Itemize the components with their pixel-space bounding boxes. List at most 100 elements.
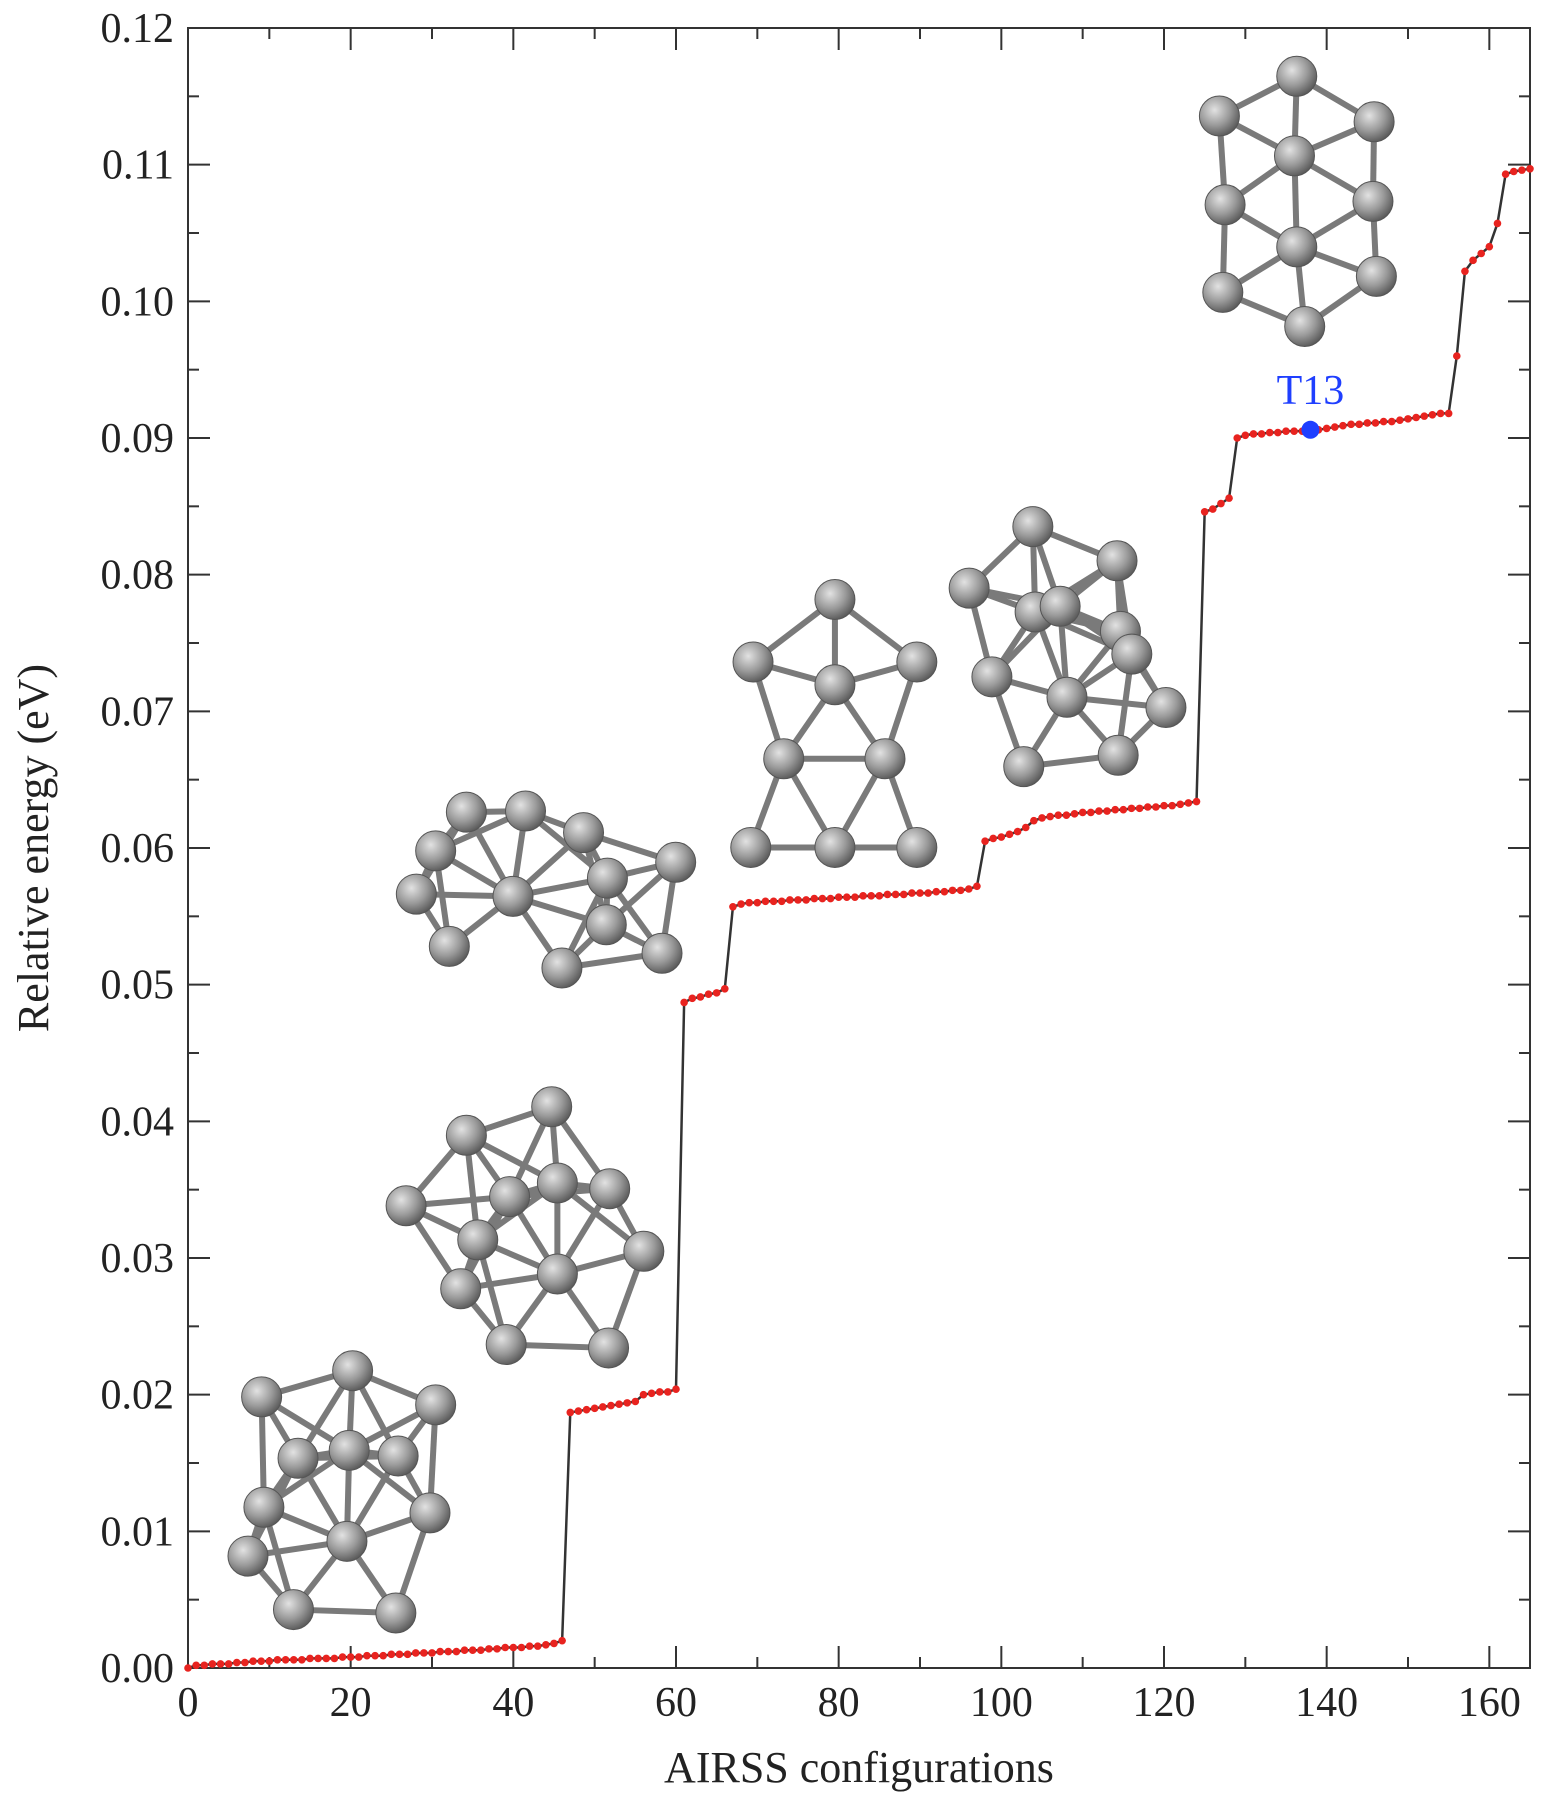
atom: [328, 1429, 370, 1471]
data-point: [1030, 816, 1038, 825]
data-point: [249, 1657, 257, 1665]
data-point: [1428, 410, 1437, 419]
atom: [623, 1230, 665, 1272]
data-point: [533, 1642, 542, 1650]
atom: [428, 925, 470, 967]
atom: [1046, 676, 1088, 718]
cluster: [227, 1350, 457, 1634]
data-point: [403, 1650, 412, 1659]
data-point: [843, 893, 851, 901]
atom: [948, 567, 990, 609]
data-point: [1469, 256, 1477, 265]
data-point: [1322, 424, 1331, 433]
data-point: [802, 896, 810, 904]
data-point: [965, 885, 973, 893]
data-point: [1363, 419, 1372, 427]
atom: [1097, 734, 1139, 776]
data-point: [908, 889, 916, 897]
x-tick-label: 80: [818, 1680, 860, 1726]
y-tick-label: 0.05: [101, 963, 175, 1009]
data-point: [1387, 417, 1396, 426]
data-point: [200, 1661, 209, 1670]
data-point: [1217, 499, 1225, 508]
data-point: [1282, 427, 1290, 435]
data-point: [1412, 413, 1420, 422]
data-point: [1379, 417, 1388, 426]
data-point: [1127, 804, 1136, 813]
atom: [227, 1535, 269, 1577]
data-point: [883, 890, 892, 899]
data-point: [371, 1651, 379, 1660]
data-point: [1526, 164, 1534, 173]
data-point: [1461, 267, 1469, 276]
data-point: [574, 1407, 583, 1415]
data-point: [298, 1656, 306, 1664]
data-point: [1290, 427, 1298, 435]
data-point: [1420, 412, 1429, 420]
data-point: [444, 1647, 453, 1656]
data-point: [989, 834, 997, 843]
cluster: [395, 790, 697, 989]
highlight-point: [1301, 420, 1320, 439]
data-point: [810, 894, 819, 903]
data-point: [1249, 430, 1258, 438]
data-point: [1477, 249, 1485, 258]
data-point: [981, 837, 989, 845]
atom: [505, 790, 547, 832]
atom: [409, 1492, 451, 1534]
data-point: [655, 1388, 664, 1396]
atom: [1204, 184, 1246, 226]
data-point: [826, 894, 835, 903]
data-point: [1371, 419, 1380, 427]
data-point: [452, 1647, 461, 1656]
data-point: [1241, 431, 1250, 440]
data-point: [460, 1646, 469, 1655]
data-point: [192, 1661, 200, 1670]
data-point: [769, 897, 778, 906]
data-point: [241, 1658, 249, 1667]
atom: [814, 664, 856, 706]
cluster: [1198, 55, 1397, 347]
atom: [415, 830, 457, 872]
data-point: [1005, 830, 1014, 839]
atom: [395, 873, 437, 915]
data-point: [1485, 242, 1494, 251]
data-point: [891, 890, 900, 899]
data-point: [1135, 804, 1144, 813]
data-point: [558, 1636, 566, 1645]
atom: [1353, 101, 1395, 143]
data-point: [1192, 797, 1201, 806]
data-point: [818, 894, 827, 903]
data-point: [477, 1646, 485, 1655]
x-axis-title: AIRSS configurations: [664, 1743, 1054, 1792]
atom: [1276, 226, 1318, 268]
data-point: [680, 998, 688, 1007]
atom: [277, 1437, 319, 1479]
data-point: [281, 1656, 290, 1664]
data-point: [314, 1654, 322, 1663]
data-point: [1078, 808, 1087, 817]
atom: [536, 1162, 578, 1204]
data-point: [1013, 827, 1022, 836]
annotation: T13: [1277, 368, 1345, 414]
atom: [814, 578, 856, 620]
data-point: [745, 898, 753, 907]
atom: [563, 812, 605, 854]
data-point: [216, 1660, 225, 1668]
atom: [1284, 305, 1326, 347]
atom: [1355, 255, 1397, 297]
atom: [1096, 540, 1138, 582]
x-tick-label: 60: [655, 1680, 697, 1726]
data-point: [1119, 805, 1128, 814]
atom: [655, 841, 697, 883]
x-tick-label: 120: [1133, 1680, 1196, 1726]
x-tick-label: 100: [970, 1680, 1033, 1726]
data-point: [1062, 811, 1071, 819]
atom: [589, 1168, 631, 1210]
data-point: [1184, 799, 1193, 807]
data-point: [973, 882, 981, 891]
atom: [445, 1114, 487, 1156]
data-point: [729, 902, 737, 911]
y-tick-label: 0.07: [101, 689, 175, 735]
y-axis-title: Relative energy (eV): [9, 664, 58, 1032]
